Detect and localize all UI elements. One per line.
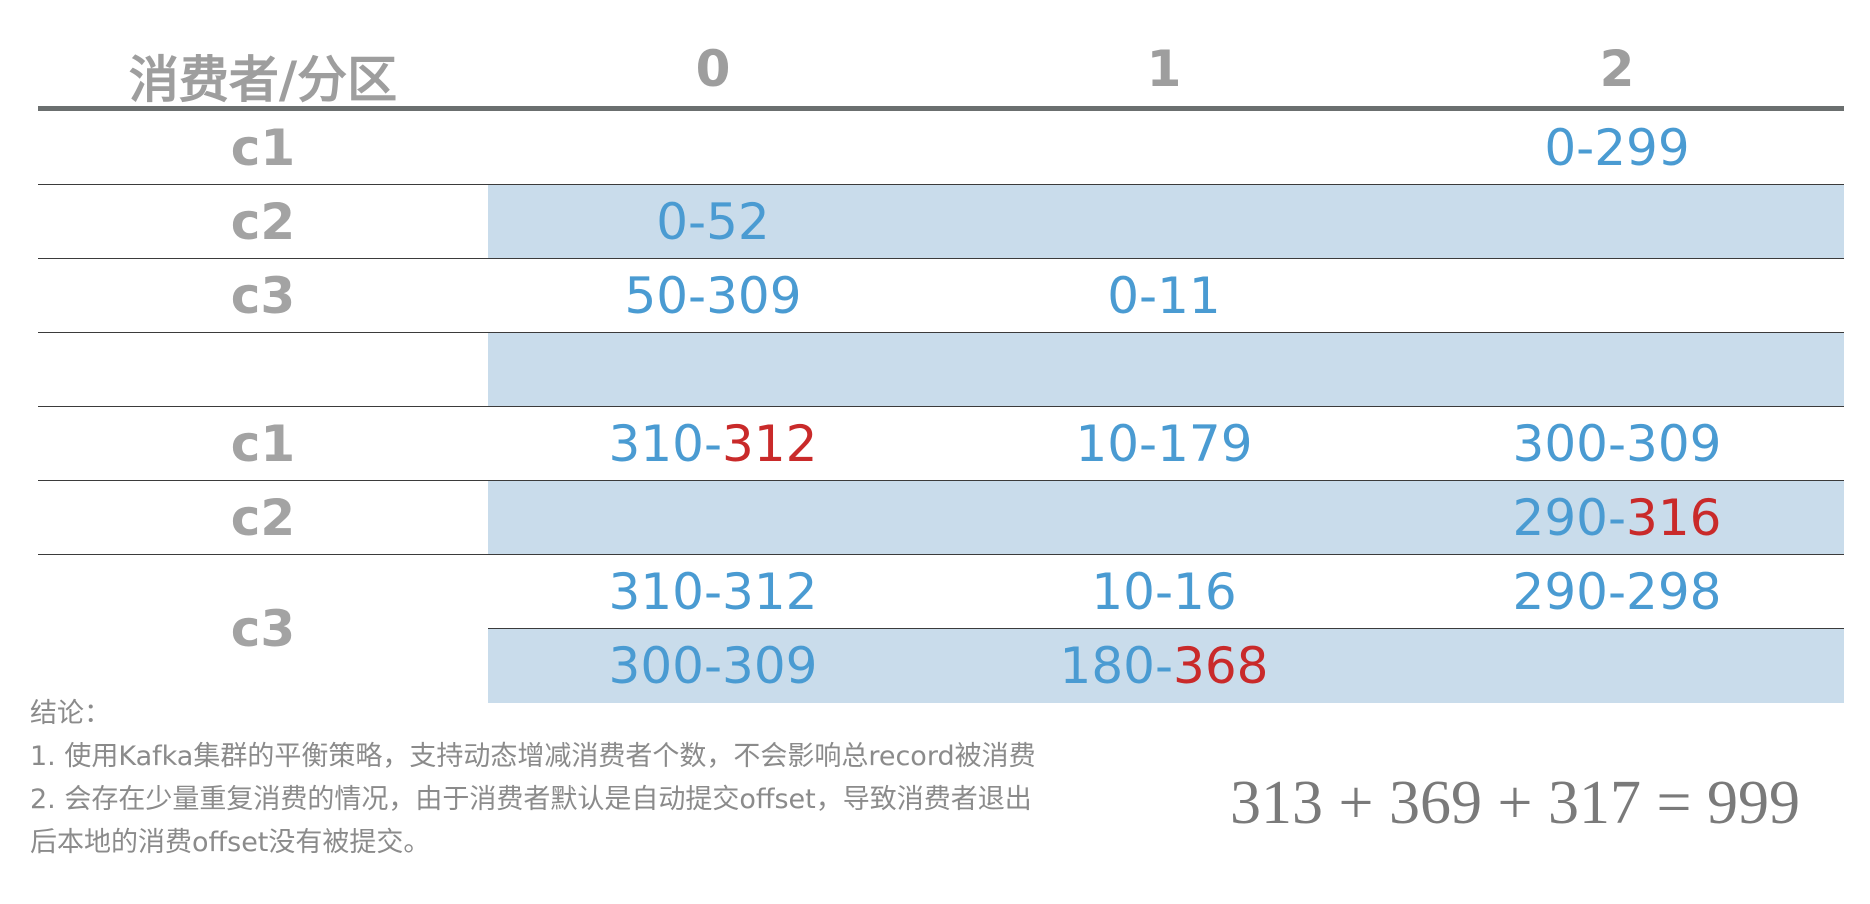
offset-cell-p0: 310-312 — [608, 563, 818, 621]
offset-cell-p1: 0-11 — [1107, 267, 1221, 325]
offset-cell-p1: 10-16 — [1091, 563, 1237, 621]
offset-cell-p2: 290-316 — [1512, 489, 1722, 547]
consumer-label: c2 — [230, 489, 296, 547]
consumer-label: c1 — [230, 415, 296, 473]
row-band — [488, 481, 1844, 554]
consumer-label: c3 — [230, 600, 296, 658]
table-row: c1 310-312 10-179 300-309 — [38, 407, 1844, 481]
offset-cell-p1: 10-179 — [1075, 415, 1253, 473]
offset-cell-p2 — [1390, 185, 1844, 259]
offset-cell-p2 — [1390, 259, 1844, 333]
table-subrow: 310-312 10-16 290-298 — [488, 555, 1844, 629]
row-band — [488, 185, 1844, 258]
offset-cell-p0 — [488, 333, 938, 407]
offset-cell-p1 — [938, 185, 1390, 259]
table-header: 消费者/分区 0 1 2 — [38, 30, 1844, 111]
consumer-label: c3 — [230, 267, 296, 325]
consumer-label — [38, 333, 488, 406]
header-partition-0: 0 — [695, 40, 731, 98]
table-subrow: 300-309 180-368 — [488, 629, 1844, 703]
offset-cell-p1 — [938, 481, 1390, 555]
conclusion-block: 结论： 1. 使用Kafka集群的平衡策略，支持动态增减消费者个数，不会影响总r… — [30, 692, 1160, 864]
offset-cell-p2: 290-298 — [1512, 563, 1722, 621]
row-band — [488, 333, 1844, 406]
conclusion-title: 结论： — [30, 698, 111, 729]
offset-cell-p2 — [1390, 629, 1844, 703]
header-partition-2: 2 — [1599, 40, 1635, 98]
conclusion-line-2: 2. 会存在少量重复消费的情况，由于消费者默认是自动提交offset，导致消费者… — [30, 784, 1032, 815]
table-row: c2 290-316 — [38, 481, 1844, 555]
offset-cell-p2 — [1390, 333, 1844, 407]
offset-cell-p1: 180-368 — [1059, 637, 1269, 695]
table-row-merged: c3 310-312 10-16 290-298 300-309 180-368 — [38, 555, 1844, 703]
table-row: c3 50-309 0-11 — [38, 259, 1844, 333]
conclusion-line-1: 1. 使用Kafka集群的平衡策略，支持动态增减消费者个数，不会影响总recor… — [30, 741, 1036, 772]
consumer-partition-table: 消费者/分区 0 1 2 c1 0-299 c2 0-52 c3 50-309 … — [38, 30, 1844, 703]
offset-cell-p0: 300-309 — [608, 637, 818, 695]
offset-cell-p0 — [488, 481, 938, 555]
offset-cell-p0 — [488, 111, 938, 185]
header-partition-1: 1 — [1146, 40, 1182, 98]
offset-cell-p1 — [938, 333, 1390, 407]
consumer-label: c1 — [230, 119, 296, 177]
header-consumer-partition: 消费者/分区 — [128, 51, 398, 109]
offset-cell-p2: 0-299 — [1544, 119, 1690, 177]
offset-cell-p1 — [938, 111, 1390, 185]
offset-cell-p2: 300-309 — [1512, 415, 1722, 473]
table-row — [38, 333, 1844, 407]
conclusion-line-3: 后本地的消费offset没有被提交。 — [30, 827, 431, 858]
sum-equation: 313 + 369 + 317 = 999 — [1230, 769, 1800, 837]
offset-cell-p0: 0-52 — [656, 193, 770, 251]
offset-cell-p0: 310-312 — [608, 415, 818, 473]
offset-cell-p0: 50-309 — [624, 267, 802, 325]
table-row: c2 0-52 — [38, 185, 1844, 259]
table-row: c1 0-299 — [38, 111, 1844, 185]
consumer-label: c2 — [230, 193, 296, 251]
